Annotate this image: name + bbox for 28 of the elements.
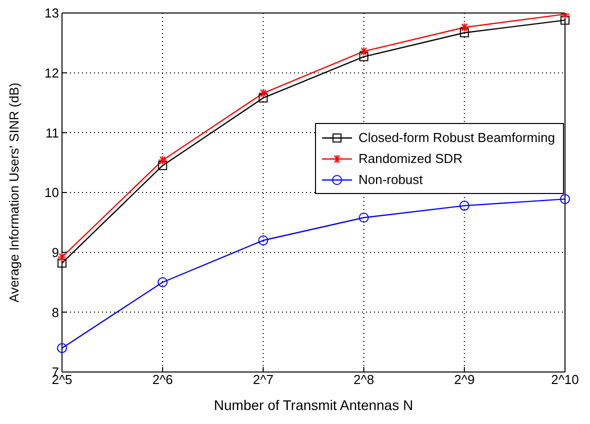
y-tick-label: 12: [44, 65, 59, 80]
x-tick-label: 2^8: [354, 372, 374, 388]
y-tick-label: 10: [44, 185, 59, 200]
point: [359, 52, 368, 62]
legend-label: Randomized SDR: [358, 151, 463, 166]
point: [358, 212, 369, 223]
point: [158, 161, 168, 170]
point: [459, 200, 470, 211]
y-tick-label: 8: [52, 304, 59, 320]
point: [560, 194, 570, 204]
point: [57, 343, 67, 354]
point: [58, 258, 66, 268]
x-tick-label: 2^9: [454, 372, 475, 388]
x-tick-label: 2^6: [152, 372, 173, 388]
point: [258, 93, 268, 102]
y-tick-label: 11: [46, 125, 59, 140]
x-axis-title: Number of Transmit Antennas N: [214, 397, 414, 413]
legend-label: Non-robust: [358, 172, 423, 187]
y-axis-title: Average Information Users' SINR (dB): [6, 82, 22, 302]
legend-label: Closed-form Robust Beamforming: [358, 130, 555, 145]
point: [258, 235, 268, 246]
point: [560, 16, 570, 25]
x-tick-label: 2^7: [252, 372, 274, 388]
y-tick-label: 9: [52, 244, 59, 260]
y-tick-label: 13: [44, 6, 59, 21]
x-tick-label: 2^10: [551, 372, 579, 388]
point: [460, 28, 469, 38]
point: [158, 277, 168, 288]
